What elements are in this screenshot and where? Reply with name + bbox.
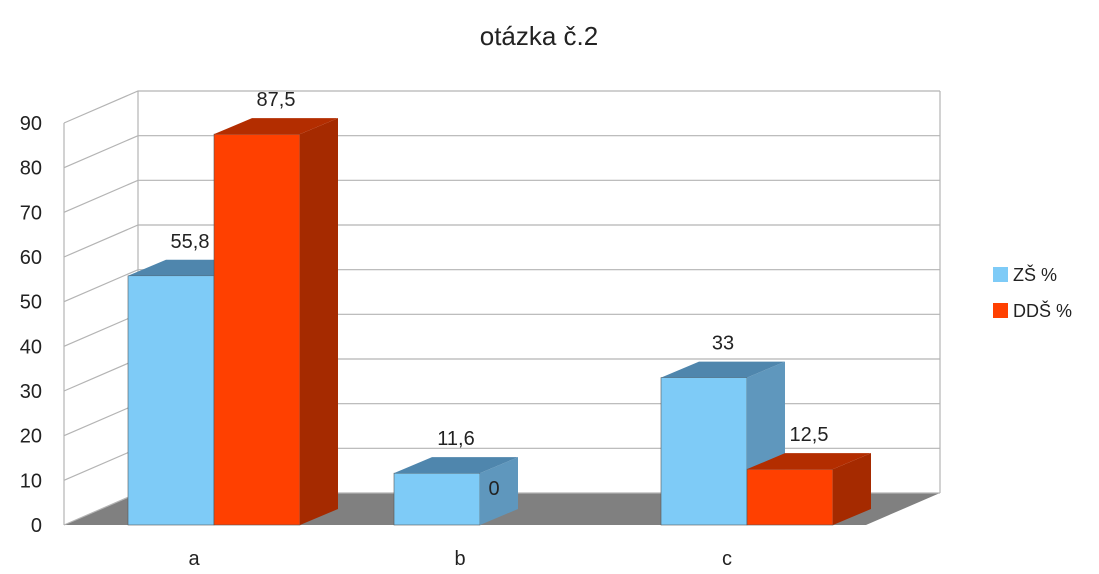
bar-front — [660, 377, 748, 526]
y-tick-label: 20 — [20, 426, 42, 448]
bar-dd-2 — [746, 453, 871, 526]
y-tick-label: 0 — [31, 515, 42, 537]
y-tick-label: 50 — [20, 292, 42, 314]
gridline — [63, 90, 940, 124]
data-label: 87,5 — [257, 89, 296, 111]
data-label: 0 — [488, 478, 499, 500]
legend-swatch — [993, 303, 1008, 318]
bar-side — [833, 453, 871, 525]
x-axis-categories: a b c — [188, 548, 732, 570]
bar-top — [661, 361, 785, 378]
bar-front — [127, 275, 215, 526]
y-axis-ticks: 0 10 20 30 40 50 60 70 80 90 — [20, 113, 42, 537]
y-tick-label: 30 — [20, 381, 42, 403]
data-label: 33 — [712, 333, 734, 355]
gridline — [63, 224, 940, 258]
y-tick-label: 70 — [20, 202, 42, 224]
bar-front — [393, 472, 481, 526]
y-tick-label: 40 — [20, 336, 42, 358]
bar-front — [213, 133, 301, 526]
chart-title: otázka č.2 — [480, 21, 599, 51]
bars — [127, 118, 871, 526]
gridline — [63, 135, 940, 169]
bar-dd-0 — [213, 118, 338, 526]
legend-label: DDŠ % — [1013, 300, 1072, 321]
bar-z-1 — [393, 457, 518, 526]
data-label: 12,5 — [790, 424, 829, 446]
y-tick-label: 80 — [20, 158, 42, 180]
legend-label: ZŠ % — [1013, 264, 1057, 285]
bar-top — [214, 118, 338, 135]
bar-front — [746, 468, 834, 526]
bar-top — [747, 453, 871, 470]
y-tick-label: 90 — [20, 113, 42, 135]
x-category-label: b — [454, 548, 465, 569]
y-tick-label: 10 — [20, 470, 42, 492]
gridline — [63, 269, 940, 303]
data-labels: 55,8 87,5 11,6 0 33 12,5 — [171, 89, 829, 500]
data-label: 11,6 — [437, 428, 474, 450]
y-tick-label: 60 — [20, 247, 42, 269]
legend: ZŠ % DDŠ % — [993, 264, 1072, 321]
bar-top — [394, 457, 518, 474]
x-category-label: c — [722, 548, 732, 569]
x-category-label: a — [188, 548, 200, 569]
legend-swatch — [993, 267, 1008, 282]
data-label: 55,8 — [171, 231, 210, 253]
bar-side — [480, 457, 518, 525]
bar-side — [300, 118, 338, 526]
gridline — [63, 179, 940, 213]
